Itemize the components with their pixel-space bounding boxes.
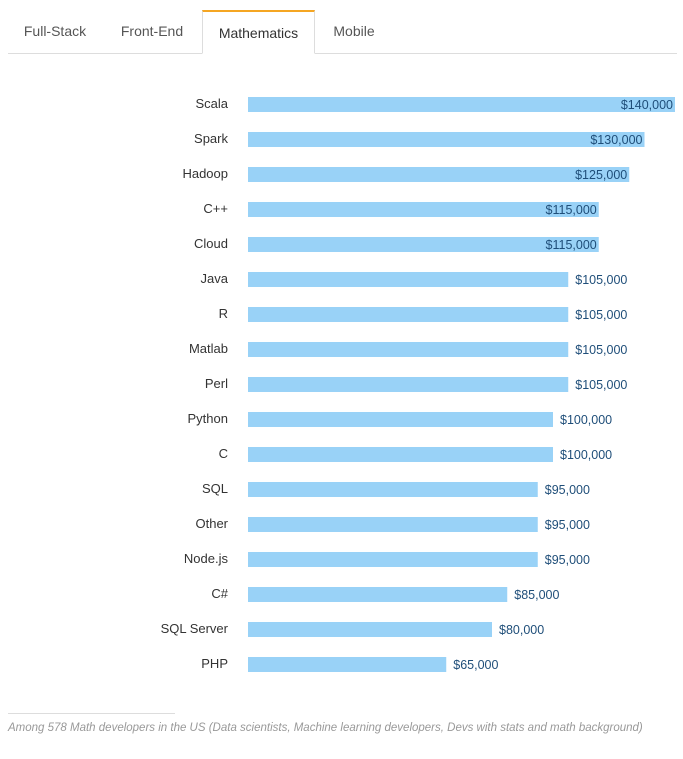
category-label-15: SQL Server — [161, 621, 229, 636]
category-label-7: Matlab — [189, 341, 228, 356]
category-label-3: C++ — [203, 201, 228, 216]
value-label-13: $95,000 — [545, 553, 590, 567]
tab-front-end[interactable]: Front-End — [120, 23, 184, 39]
bar-5 — [248, 272, 569, 287]
category-label-11: SQL — [202, 481, 228, 496]
bar-13 — [248, 552, 538, 567]
tab-full-stack[interactable]: Full-Stack — [23, 23, 87, 39]
value-label-3: $115,000 — [546, 203, 597, 217]
tab-mobile[interactable]: Mobile — [333, 23, 375, 39]
tab-mathematics[interactable]: Mathematics — [202, 10, 315, 54]
bar-11 — [248, 482, 538, 497]
category-label-5: Java — [201, 271, 229, 286]
bar-16 — [248, 657, 447, 672]
category-label-14: C# — [211, 586, 228, 601]
value-label-8: $105,000 — [575, 378, 627, 392]
value-label-12: $95,000 — [545, 518, 590, 532]
value-label-15: $80,000 — [499, 623, 544, 637]
footnote-divider — [8, 713, 175, 714]
value-label-6: $105,000 — [575, 308, 627, 322]
value-label-5: $105,000 — [575, 273, 627, 287]
category-label-12: Other — [195, 516, 228, 531]
bar-2 — [248, 167, 630, 182]
value-label-0: $140,000 — [621, 98, 673, 112]
category-label-10: C — [219, 446, 228, 461]
bar-9 — [248, 412, 553, 427]
bar-4 — [248, 237, 599, 252]
category-label-1: Spark — [194, 131, 228, 146]
category-label-6: R — [219, 306, 228, 321]
bar-15 — [248, 622, 492, 637]
category-label-4: Cloud — [194, 236, 228, 251]
value-label-10: $100,000 — [560, 448, 612, 462]
category-label-13: Node.js — [184, 551, 229, 566]
category-label-0: Scala — [195, 96, 228, 111]
value-label-1: $130,000 — [590, 133, 642, 147]
value-label-11: $95,000 — [545, 483, 590, 497]
value-label-2: $125,000 — [575, 168, 627, 182]
bar-7 — [248, 342, 569, 357]
value-label-14: $85,000 — [514, 588, 559, 602]
bar-8 — [248, 377, 569, 392]
tab-bar: Full-Stack Front-End Mathematics Mobile — [8, 10, 677, 54]
bar-6 — [248, 307, 569, 322]
bar-14 — [248, 587, 508, 602]
value-label-4: $115,000 — [546, 238, 597, 252]
value-label-9: $100,000 — [560, 413, 612, 427]
value-label-7: $105,000 — [575, 343, 627, 357]
footnote: Among 578 Math developers in the US (Dat… — [8, 722, 643, 734]
bar-0 — [248, 97, 675, 112]
category-label-16: PHP — [201, 656, 228, 671]
bar-1 — [248, 132, 645, 147]
category-label-9: Python — [188, 411, 228, 426]
bar-10 — [248, 447, 553, 462]
salary-bar-chart: Scala $140,000 Spark $130,000 Hadoop $125,000… — [161, 96, 675, 672]
category-label-8: Perl — [205, 376, 228, 391]
bar-12 — [248, 517, 538, 532]
category-label-2: Hadoop — [182, 166, 228, 181]
value-label-16: $65,000 — [453, 658, 498, 672]
bar-3 — [248, 202, 599, 217]
